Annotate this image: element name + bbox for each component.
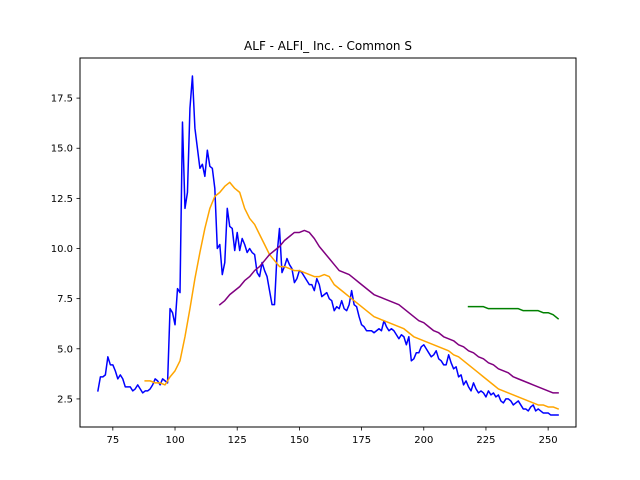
x-tick-label: 125 xyxy=(228,435,247,446)
y-tick-label: 12.5 xyxy=(51,194,73,205)
y-tick-label: 10.0 xyxy=(51,244,73,255)
series-layer xyxy=(97,75,560,416)
x-tick-label: 150 xyxy=(290,435,309,446)
x-tick-label: 100 xyxy=(165,435,184,446)
y-tick-label: 2.5 xyxy=(57,394,73,405)
chart-title: ALF - ALFI_ Inc. - Common S xyxy=(244,39,412,53)
series-line-2 xyxy=(144,181,560,410)
x-tick-label: 200 xyxy=(414,435,433,446)
y-tick-label: 5.0 xyxy=(57,344,73,355)
x-tick-label: 250 xyxy=(539,435,558,446)
y-axis: 2.5 5.0 7.5 10.0 12.5 15.0 17.5 xyxy=(51,94,80,405)
x-tick-label: 175 xyxy=(352,435,371,446)
x-axis: 75 100 125 150 175 200 225 250 xyxy=(106,427,558,446)
y-tick-label: 15.0 xyxy=(51,144,73,155)
x-tick-label: 75 xyxy=(106,435,119,446)
y-tick-label: 17.5 xyxy=(51,94,73,105)
series-line-1 xyxy=(97,75,559,416)
x-tick-label: 225 xyxy=(476,435,495,446)
plot-frame xyxy=(79,57,577,428)
series-line-4 xyxy=(467,305,560,320)
series-line-3 xyxy=(218,229,559,394)
y-tick-label: 7.5 xyxy=(57,294,73,305)
